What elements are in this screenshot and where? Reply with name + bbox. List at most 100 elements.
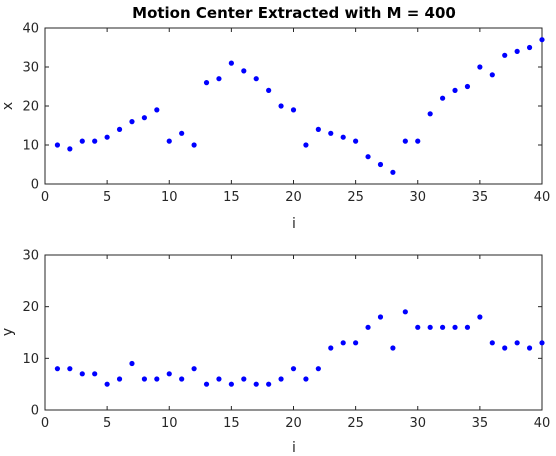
bottom-y-tick-label: 0	[31, 404, 39, 419]
top-data-point	[365, 154, 371, 160]
bottom-data-point	[203, 381, 210, 387]
bottom-data-point	[179, 376, 185, 382]
top-plot-area	[44, 27, 543, 185]
top-x-tick-label: 15	[223, 190, 240, 205]
bottom-data-point	[67, 366, 73, 372]
bottom-data-point	[328, 345, 334, 351]
top-data-point	[489, 72, 495, 78]
bottom-data-point	[452, 324, 458, 330]
bottom-data-point	[415, 324, 421, 330]
bottom-data-point	[440, 324, 446, 330]
bottom-data-point	[340, 340, 346, 346]
bottom-x-axis-label: i	[292, 440, 296, 456]
bottom-y-axis-label: y	[0, 328, 16, 336]
top-data-point	[477, 64, 483, 70]
top-data-point	[526, 44, 533, 51]
top-data-point	[328, 130, 334, 136]
top-data-point	[253, 76, 259, 82]
bottom-data-point	[166, 371, 172, 377]
bottom-data-point	[116, 376, 123, 382]
bottom-data-point	[216, 376, 222, 382]
bottom-x-tick-label: 30	[409, 416, 426, 431]
bottom-data-point	[228, 381, 234, 387]
top-data-point	[241, 68, 247, 74]
top-data-point	[427, 111, 433, 117]
top-y-tick-label: 30	[22, 61, 39, 76]
bottom-data-point	[241, 376, 247, 382]
bottom-data-point	[92, 371, 98, 377]
bottom-data-point	[427, 324, 433, 330]
top-x-axis-label: i	[292, 216, 296, 232]
top-data-point	[266, 87, 272, 93]
bottom-data-point	[266, 381, 272, 387]
bottom-data-point	[477, 314, 483, 320]
top-data-point	[514, 48, 520, 55]
top-data-point	[191, 142, 197, 148]
top-data-point	[353, 138, 359, 144]
bottom-data-point	[129, 360, 135, 367]
bottom-data-point	[315, 366, 321, 372]
top-data-point	[415, 138, 421, 144]
bottom-x-tick-label: 20	[285, 416, 302, 431]
top-data-point	[464, 83, 471, 90]
top-data-point	[92, 138, 98, 144]
bottom-data-point	[54, 366, 61, 372]
top-data-point	[340, 134, 346, 140]
top-data-point	[179, 130, 185, 136]
top-y-tick-label: 0	[31, 178, 39, 193]
top-data-point	[67, 146, 73, 152]
top-data-point	[228, 60, 234, 66]
top-data-point	[303, 142, 309, 148]
top-data-point	[104, 134, 110, 140]
top-data-point	[502, 52, 508, 58]
top-data-point	[377, 161, 384, 168]
top-data-point	[129, 119, 135, 125]
top-y-tick-label: 10	[22, 139, 39, 154]
bottom-y-tick-label: 30	[22, 249, 39, 264]
top-y-axis-label: x	[0, 102, 16, 110]
bottom-data-point	[253, 381, 259, 387]
bottom-data-point	[377, 314, 384, 320]
bottom-x-tick-label: 25	[347, 416, 364, 431]
bottom-x-tick-label: 10	[161, 416, 178, 431]
top-data-point	[440, 95, 446, 101]
top-data-point	[290, 107, 297, 113]
bottom-data-point	[390, 345, 396, 351]
top-data-point	[539, 37, 545, 43]
top-data-point	[54, 142, 61, 148]
bottom-data-point	[278, 376, 284, 382]
top-axes: 0 5 10 15 20 25 30 35 40 0 10 20 30 40	[22, 22, 550, 206]
bottom-data-point	[502, 345, 508, 351]
top-y-tick-label: 40	[22, 22, 39, 37]
top-data-point	[203, 80, 210, 86]
bottom-data-point	[526, 345, 533, 351]
bottom-data-point	[464, 324, 471, 330]
top-x-tick-label: 25	[347, 190, 364, 205]
bottom-data-point	[402, 309, 408, 315]
bottom-data-point	[104, 381, 110, 387]
top-x-tick-label: 30	[409, 190, 426, 205]
top-data-point	[79, 138, 85, 144]
bottom-data-point	[489, 340, 495, 346]
bottom-data-point	[191, 366, 197, 372]
top-data-point	[452, 87, 458, 93]
top-y-tick-label: 20	[22, 100, 39, 115]
top-data-point	[278, 103, 284, 109]
top-data-point	[154, 107, 160, 113]
bottom-data-point	[365, 324, 371, 330]
bottom-data-point	[514, 340, 520, 346]
top-x-tick-label: 35	[472, 190, 489, 205]
bottom-y-tick-label: 10	[22, 352, 39, 367]
top-data-point	[116, 126, 123, 132]
top-x-tick-label: 10	[161, 190, 178, 205]
bottom-data-point	[79, 371, 85, 377]
top-x-tick-label: 0	[41, 190, 49, 205]
top-x-tick-label: 5	[103, 190, 111, 205]
bottom-data-point	[290, 366, 297, 372]
bottom-plot-area	[44, 254, 543, 411]
bottom-data-point	[154, 376, 160, 382]
bottom-y-tick-label: 20	[22, 300, 39, 315]
top-data-point	[166, 138, 172, 144]
bottom-x-tick-label: 35	[472, 416, 489, 431]
bottom-x-tick-label: 40	[534, 416, 551, 431]
